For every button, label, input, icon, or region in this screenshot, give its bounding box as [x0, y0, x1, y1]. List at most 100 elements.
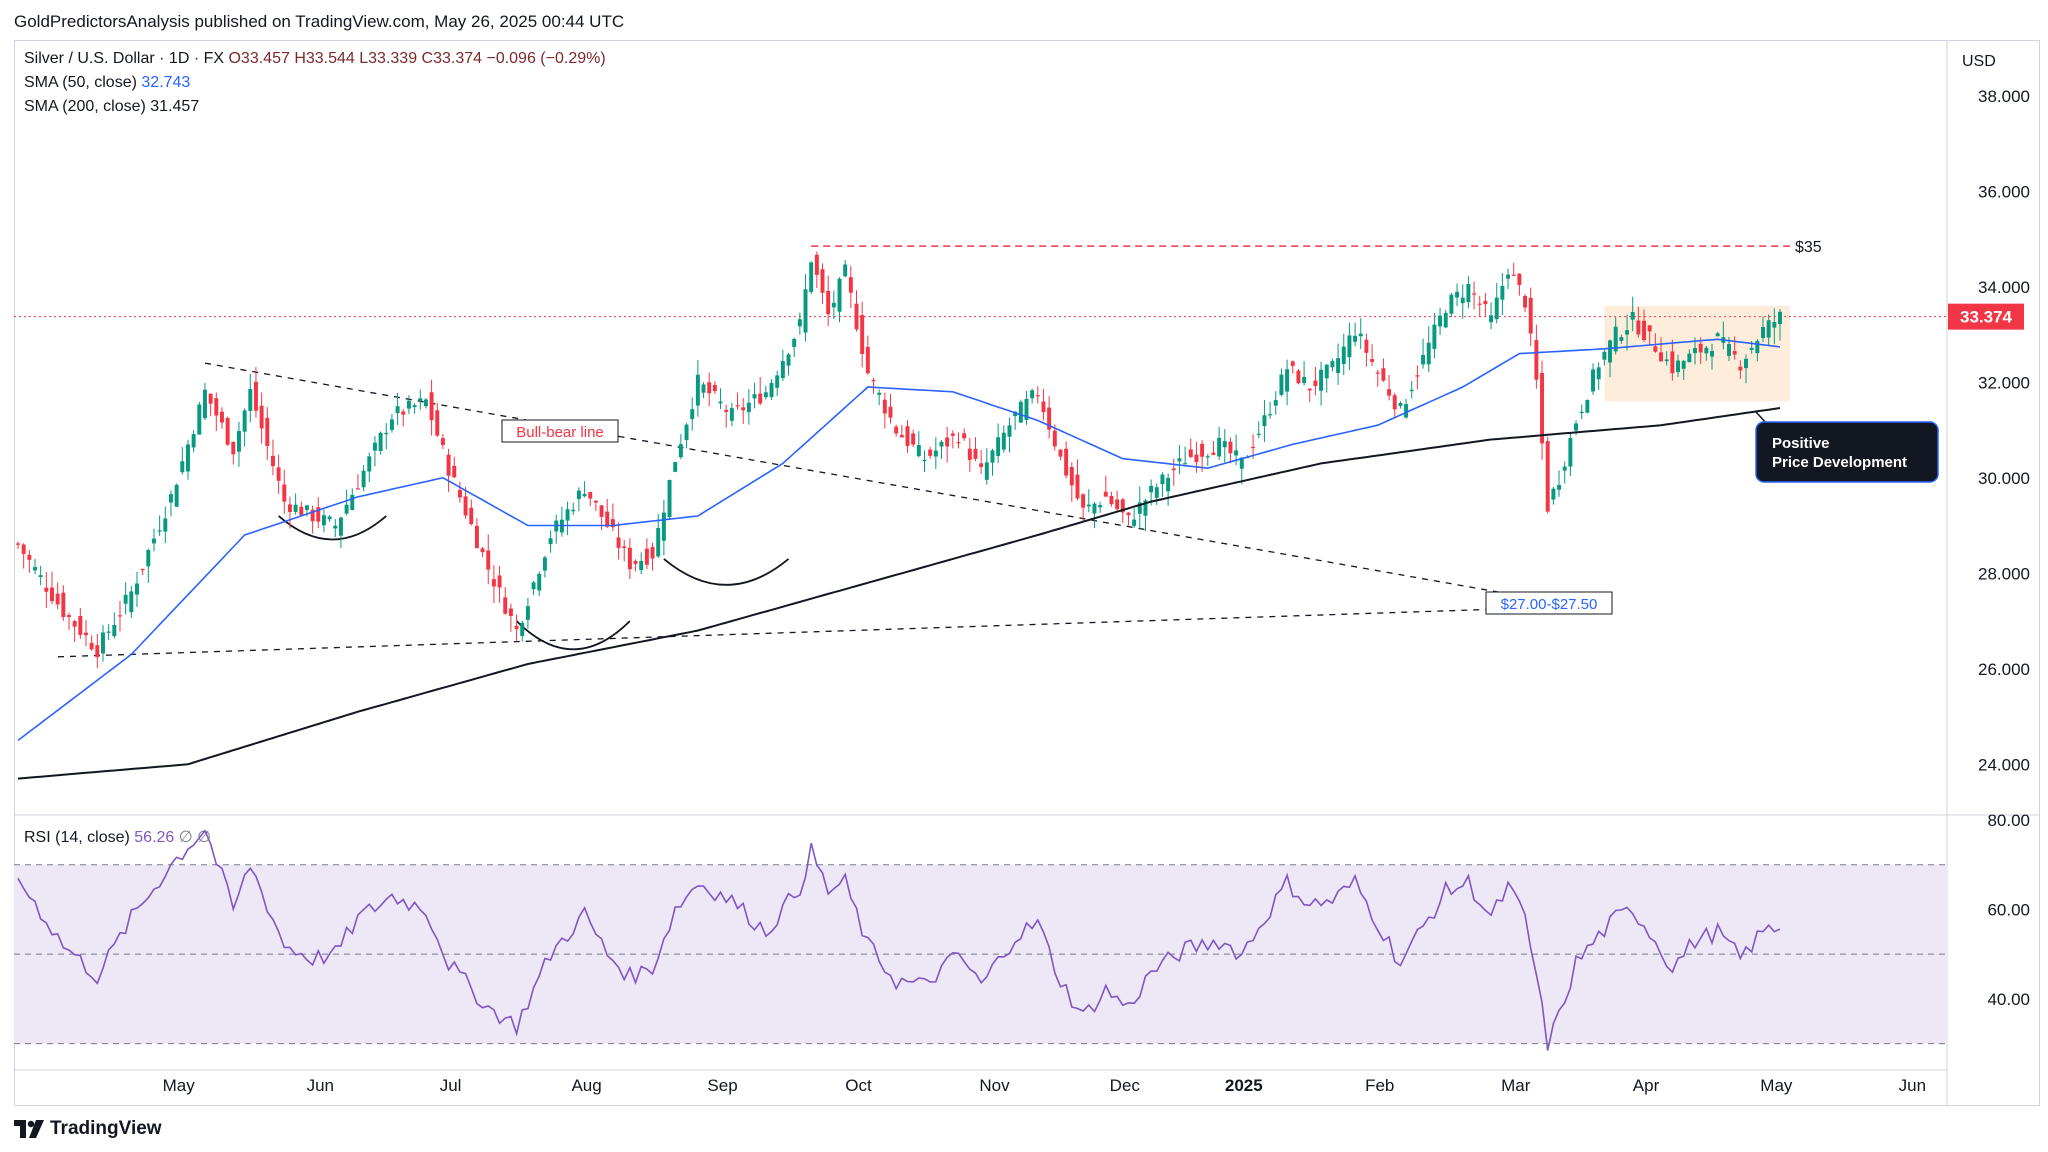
candle[interactable] — [174, 484, 179, 507]
candle[interactable] — [803, 289, 808, 333]
candle[interactable] — [95, 645, 100, 658]
candle[interactable] — [644, 548, 649, 565]
candle[interactable] — [616, 537, 621, 548]
candle[interactable] — [860, 315, 865, 354]
candle[interactable] — [1732, 351, 1737, 355]
candles[interactable] — [16, 251, 1782, 669]
candle[interactable] — [33, 567, 37, 571]
candle[interactable] — [1035, 395, 1040, 397]
candle[interactable] — [1200, 443, 1205, 457]
candle[interactable] — [1477, 303, 1482, 305]
candle[interactable] — [1188, 449, 1193, 457]
candle[interactable] — [576, 490, 581, 500]
candle[interactable] — [854, 303, 859, 330]
candle[interactable] — [135, 583, 139, 595]
candle[interactable] — [1143, 500, 1148, 516]
candle[interactable] — [1494, 297, 1499, 320]
candle[interactable] — [922, 460, 927, 462]
candle[interactable] — [78, 615, 83, 635]
candle[interactable] — [1228, 441, 1233, 454]
candle[interactable] — [695, 374, 700, 406]
candle[interactable] — [384, 432, 389, 435]
candle[interactable] — [1432, 324, 1437, 349]
candle[interactable] — [1710, 350, 1714, 357]
candle[interactable] — [916, 445, 921, 457]
candle[interactable] — [865, 346, 870, 374]
candle[interactable] — [112, 624, 117, 637]
candle[interactable] — [718, 401, 723, 404]
candle[interactable] — [1290, 361, 1295, 366]
candle[interactable] — [1664, 359, 1669, 362]
candle[interactable] — [1137, 502, 1142, 514]
candle[interactable] — [1415, 375, 1420, 377]
sma50-legend[interactable]: SMA (50, close) 32.743 — [24, 74, 190, 92]
candle[interactable] — [1370, 359, 1375, 362]
candle[interactable] — [1455, 291, 1460, 298]
candle[interactable] — [542, 557, 547, 571]
candle[interactable] — [1030, 390, 1035, 399]
candle[interactable] — [707, 382, 712, 394]
candle[interactable] — [1681, 360, 1686, 369]
candle[interactable] — [214, 398, 219, 416]
candle[interactable] — [1285, 369, 1290, 392]
candle[interactable] — [316, 507, 321, 522]
candle[interactable] — [1234, 450, 1239, 456]
candle[interactable] — [106, 631, 111, 633]
candle[interactable] — [928, 449, 933, 456]
candle[interactable] — [724, 409, 729, 412]
candle[interactable] — [1755, 340, 1760, 354]
candle[interactable] — [231, 441, 236, 455]
candle[interactable] — [1761, 326, 1765, 339]
candle[interactable] — [163, 518, 168, 532]
candle[interactable] — [667, 479, 672, 517]
candle[interactable] — [61, 592, 66, 617]
candle[interactable] — [1064, 448, 1069, 476]
candle[interactable] — [1596, 367, 1601, 380]
candle[interactable] — [1047, 407, 1052, 430]
candle[interactable] — [1007, 425, 1012, 437]
candle[interactable] — [361, 470, 366, 488]
candle[interactable] — [1381, 368, 1386, 381]
candle[interactable] — [877, 392, 882, 395]
candle[interactable] — [1251, 446, 1256, 449]
candle[interactable] — [101, 632, 105, 654]
candle[interactable] — [55, 593, 60, 605]
candle[interactable] — [1715, 333, 1720, 337]
candle[interactable] — [372, 442, 377, 451]
candle[interactable] — [491, 579, 496, 587]
candle[interactable] — [1177, 458, 1182, 462]
candle[interactable] — [406, 400, 411, 409]
candle[interactable] — [1375, 372, 1380, 374]
candle[interactable] — [282, 484, 287, 502]
candle[interactable] — [1268, 414, 1273, 416]
candle[interactable] — [656, 528, 661, 557]
candle[interactable] — [452, 465, 457, 478]
candle[interactable] — [678, 444, 683, 458]
rsi-line[interactable] — [17, 829, 1781, 1051]
rsi-axis[interactable]: 80.00 60.00 40.00 — [1987, 811, 2030, 1009]
candle[interactable] — [1404, 404, 1409, 418]
candle[interactable] — [888, 406, 893, 418]
last-price-badge[interactable]: 33.374 — [1948, 303, 2024, 330]
candle[interactable] — [1364, 339, 1369, 353]
candle[interactable] — [1132, 519, 1137, 526]
candle[interactable] — [1222, 441, 1227, 448]
candle[interactable] — [1353, 335, 1358, 342]
candle[interactable] — [287, 504, 292, 512]
candle[interactable] — [446, 454, 451, 476]
candle[interactable] — [1534, 340, 1539, 380]
candle[interactable] — [1562, 466, 1567, 471]
candle[interactable] — [185, 444, 190, 472]
candle[interactable] — [661, 512, 666, 541]
candle[interactable] — [1149, 485, 1154, 493]
candle[interactable] — [848, 277, 853, 293]
candle[interactable] — [843, 264, 848, 277]
candle[interactable] — [548, 538, 553, 545]
candle[interactable] — [333, 525, 338, 529]
candle[interactable] — [1630, 312, 1635, 320]
candle[interactable] — [1103, 491, 1108, 497]
candle[interactable] — [820, 269, 825, 293]
candle[interactable] — [401, 411, 406, 415]
candle[interactable] — [1636, 320, 1641, 335]
